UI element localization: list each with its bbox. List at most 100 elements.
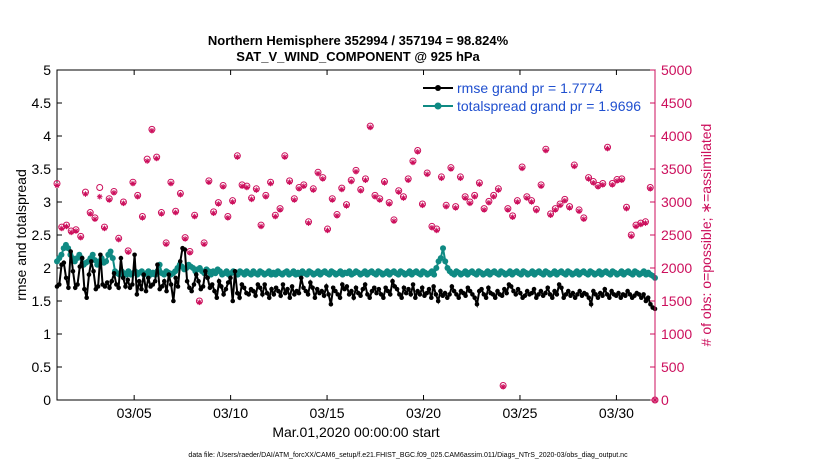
obs-assimilated-point: [476, 181, 483, 187]
totalspread-point: [442, 258, 449, 265]
left-tick-label: 2.5: [32, 227, 52, 243]
rmse-point: [196, 278, 201, 284]
obs-assimilated-point: [519, 165, 525, 172]
obs-assimilated-point: [419, 202, 426, 209]
obs-assimilated-point: [581, 216, 587, 222]
obs-assimilated-point: [410, 159, 416, 166]
obs-assimilated-point: [566, 205, 573, 211]
rmse-point: [572, 295, 578, 301]
rmse-point: [314, 286, 320, 292]
rmse-point: [184, 278, 190, 284]
obs-assimilated-point: [481, 207, 487, 213]
rmse-point: [72, 285, 78, 291]
rmse-point: [495, 288, 500, 294]
rmse-point: [134, 292, 140, 297]
rmse-point: [504, 290, 509, 296]
rmse-point: [271, 292, 277, 297]
rmse-point: [435, 298, 441, 304]
rmse-point: [371, 285, 377, 291]
right-y-axis: 0 500 1000 1500 2000 2500 3000 3500 4000 4500 5000: [650, 62, 692, 408]
rmse-point: [182, 247, 188, 252]
rmse-point: [449, 284, 455, 289]
rmse-point: [438, 288, 443, 294]
rmse-point: [561, 295, 567, 301]
rmse-point: [139, 286, 144, 292]
x-axis-title: Mar.01,2020 00:00:00 start: [272, 424, 439, 440]
obs-assimilated-point: [362, 177, 369, 184]
rmse-point: [280, 282, 286, 287]
obs-assimilated-point: [376, 197, 383, 203]
obs-assimilated-point: [153, 155, 160, 162]
rmse-point: [173, 275, 178, 281]
rmse-point: [264, 290, 270, 296]
rmse-point: [235, 290, 240, 296]
rmse-point: [547, 292, 553, 297]
x-tick-label: 03/30: [599, 405, 634, 421]
obs-assimilated-point: [604, 145, 611, 152]
obs-assimilated-point: [220, 184, 226, 190]
rmse-point: [66, 285, 71, 291]
rmse-point: [481, 292, 487, 297]
rmse-point: [586, 295, 592, 301]
obs-assimilated-point: [68, 229, 75, 236]
rmse-point: [70, 269, 76, 274]
obs-assimilated-point: [267, 180, 274, 187]
obs-assimilated-point: [130, 180, 136, 187]
legend-rmse-label: rmse grand pr = 1.7774: [457, 80, 603, 96]
obs-assimilated-point: [300, 183, 307, 189]
rmse-point: [442, 290, 448, 296]
rmse-point: [98, 252, 103, 258]
rmse-point: [312, 295, 318, 301]
obs-assimilated-point: [63, 223, 70, 230]
rmse-point: [463, 293, 468, 299]
left-y-axis: 0 0.5 1 1.5 2 2.5 3 3.5 4 4.5 5: [32, 62, 62, 408]
rmse-point: [145, 275, 151, 281]
x-axis: 03/05 03/10 03/15 03/20 03/25 03/30: [117, 70, 634, 421]
rmse-point: [337, 295, 343, 301]
obs-assimilated-point: [576, 208, 582, 215]
rmse-point: [116, 285, 121, 291]
rmse-point: [474, 302, 480, 307]
rmse-point: [472, 295, 477, 301]
obs-assimilated-point: [92, 216, 98, 222]
rmse-point: [524, 288, 530, 294]
rmse-point: [257, 285, 263, 291]
obs-assimilated-point: [448, 166, 454, 172]
rmse-point: [269, 286, 274, 292]
rmse-point: [609, 288, 614, 294]
rmse-point: [232, 269, 238, 274]
left-tick-label: 3: [43, 194, 51, 210]
left-tick-label: 4.5: [32, 95, 52, 111]
rmse-point: [502, 286, 507, 292]
rmse-point: [417, 292, 423, 297]
totalspread-point: [431, 271, 438, 278]
obs-assimilated-point: [609, 182, 616, 188]
left-tick-label: 4: [43, 128, 51, 144]
obs-possible-point: [96, 183, 104, 191]
right-tick-label: 1000: [661, 326, 692, 342]
obs-assimilated-point: [258, 223, 264, 230]
rmse-point: [177, 259, 183, 264]
rmse-point: [273, 285, 279, 291]
obs-assimilated-point: [633, 223, 639, 230]
obs-assimilated-point: [310, 187, 317, 193]
obs-assimilated-point: [115, 236, 122, 243]
rmse-point: [623, 293, 628, 299]
rmse-point: [575, 292, 580, 297]
rmse-point: [563, 292, 569, 297]
obs-assimilated-point: [172, 209, 179, 216]
right-tick-label: 4000: [661, 128, 692, 144]
rmse-point: [538, 288, 544, 294]
obs-assimilated-point: [490, 193, 497, 200]
footer-data-file: data file: /Users/raeder/DAI/ATM_forcXX/…: [188, 452, 628, 459]
obs-assimilated-point: [244, 184, 250, 191]
rmse-point: [214, 295, 220, 301]
obs-assimilated-point: [495, 187, 502, 193]
rmse-point: [155, 262, 160, 268]
rmse-point: [490, 292, 496, 297]
rmse-point: [111, 270, 117, 276]
rmse-point: [77, 264, 83, 269]
rmse-point: [175, 284, 181, 289]
obs-assimilated-point: [229, 199, 236, 205]
obs-assimilated-point: [391, 218, 397, 224]
